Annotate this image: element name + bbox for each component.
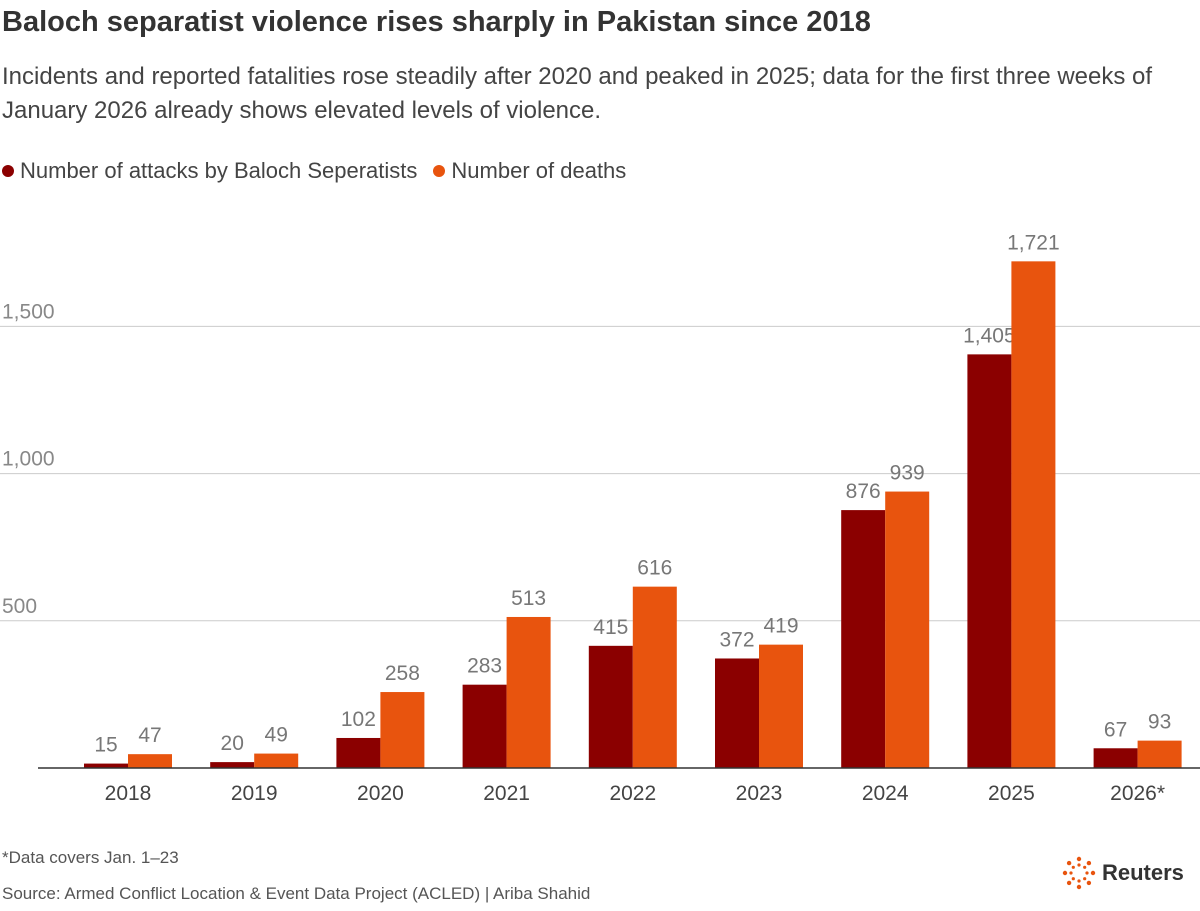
bar-deaths-2026 — [1137, 740, 1182, 768]
legend-label-deaths: Number of deaths — [451, 158, 627, 183]
x-tick-label-2022: 2022 — [609, 782, 656, 805]
x-tick-label-2023: 2023 — [736, 782, 783, 805]
bar-deaths-2021 — [506, 616, 551, 768]
y-tick-label-500: 500 — [2, 595, 37, 618]
data-label-attacks-2020: 102 — [341, 708, 376, 731]
bar-attacks-2021 — [462, 684, 507, 768]
legend-label-attacks: Number of attacks by Baloch Seperatists — [20, 158, 418, 183]
data-label-attacks-2023: 372 — [719, 628, 754, 651]
legend-swatch-attacks — [2, 165, 14, 177]
bar-deaths-2020 — [380, 692, 425, 768]
x-tick-label-2024: 2024 — [862, 782, 909, 805]
reuters-logo-text: Reuters — [1102, 860, 1184, 885]
chart-title: Baloch separatist violence rises sharply… — [2, 6, 871, 38]
data-label-attacks-2018: 15 — [94, 734, 117, 757]
data-label-attacks-2021: 283 — [467, 655, 502, 678]
bar-deaths-2024 — [885, 491, 930, 768]
legend: Number of attacks by Baloch Seperatists … — [2, 158, 642, 184]
legend-item-deaths: Number of deaths — [433, 158, 626, 184]
data-label-deaths-2018: 47 — [138, 724, 161, 747]
x-tick-label-2020: 2020 — [357, 782, 404, 805]
legend-item-attacks: Number of attacks by Baloch Seperatists — [2, 158, 417, 184]
y-tick-label-1500: 1,500 — [2, 300, 55, 323]
data-label-deaths-2026: 93 — [1148, 711, 1171, 734]
x-tick-label-2021: 2021 — [483, 782, 530, 805]
bar-attacks-2026 — [1093, 748, 1138, 768]
footnote: *Data covers Jan. 1–23 — [2, 848, 179, 867]
data-label-deaths-2025: 1,721 — [1007, 231, 1060, 254]
data-label-attacks-2025: 1,405 — [963, 324, 1016, 347]
bar-chart: 500 1,000 1,500 15 47 2018 20 49 2019 102 258 2020 2… — [0, 231, 1200, 805]
x-tick-label-2026: 2026* — [1110, 782, 1165, 805]
bar-deaths-2022 — [632, 586, 677, 768]
bar-attacks-2022 — [588, 645, 633, 768]
data-label-attacks-2022: 415 — [593, 616, 628, 639]
data-label-deaths-2023: 419 — [763, 615, 798, 638]
data-label-deaths-2024: 939 — [890, 462, 925, 485]
reuters-logo: Reuters — [1062, 856, 1184, 890]
bar-deaths-2018 — [128, 754, 172, 768]
y-tick-label-1000: 1,000 — [2, 448, 55, 471]
x-tick-label-2025: 2025 — [988, 782, 1035, 805]
data-label-attacks-2024: 876 — [846, 480, 881, 503]
bar-attacks-2025 — [967, 354, 1012, 768]
data-label-deaths-2022: 616 — [637, 557, 672, 580]
bar-deaths-2019 — [254, 753, 299, 768]
bar-deaths-2025 — [1011, 261, 1056, 768]
bar-attacks-2023 — [715, 658, 759, 768]
bar-deaths-2023 — [759, 644, 803, 768]
bar-attacks-2024 — [841, 510, 886, 768]
legend-swatch-deaths — [433, 165, 446, 177]
x-tick-label-2019: 2019 — [231, 782, 278, 805]
reuters-logo-icon — [1062, 856, 1096, 890]
data-label-deaths-2019: 49 — [265, 724, 288, 747]
chart-subtitle: Incidents and reported fatalities rose s… — [2, 63, 1153, 124]
data-label-deaths-2020: 258 — [385, 662, 420, 685]
data-label-attacks-2019: 20 — [221, 732, 244, 755]
bar-attacks-2018 — [84, 763, 128, 768]
source-credit: Source: Armed Conflict Location & Event … — [2, 884, 591, 903]
bar-attacks-2019 — [210, 762, 255, 768]
data-label-deaths-2021: 513 — [511, 587, 546, 610]
x-tick-label-2018: 2018 — [105, 782, 152, 805]
data-label-attacks-2026: 67 — [1104, 718, 1127, 741]
bar-attacks-2020 — [336, 737, 381, 768]
